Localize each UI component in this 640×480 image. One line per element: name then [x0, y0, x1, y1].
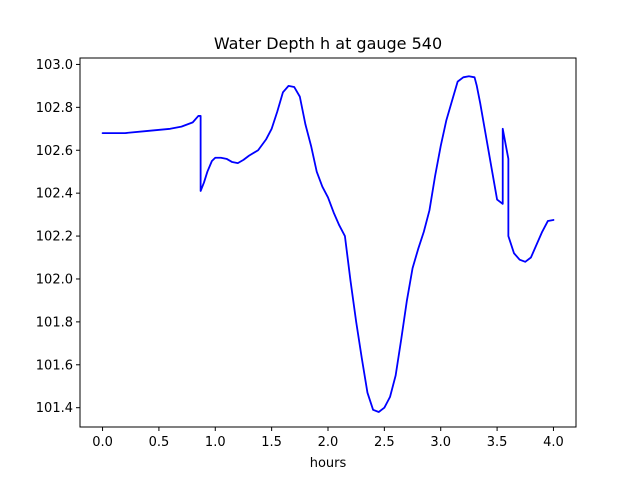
x-tick-label: 3.0	[430, 435, 451, 450]
y-tick-label: 103.0	[36, 58, 73, 73]
x-tick-label: 0.0	[92, 435, 113, 450]
y-tick-label: 101.6	[36, 358, 73, 373]
x-tick-label: 3.5	[487, 435, 508, 450]
x-tick-label: 1.5	[261, 435, 282, 450]
ticks-layer: 0.0 0.5 1.0 1.5 2.0 2.5 3.0 3.5 4.0 101.4 101.6 101…	[36, 58, 564, 450]
chart-title: Water Depth h at gauge 540	[214, 34, 442, 53]
x-axis-label: hours	[310, 456, 347, 471]
x-tick-label: 4.0	[543, 435, 564, 450]
series-line	[101, 75, 555, 413]
x-tick-label: 0.5	[149, 435, 170, 450]
series-layer	[101, 75, 555, 413]
y-tick-label: 102.8	[36, 101, 73, 116]
plot-frame	[79, 57, 577, 428]
x-tick-label: 2.0	[318, 435, 339, 450]
y-tick-label: 102.2	[36, 230, 73, 245]
y-tick-label: 102.6	[36, 144, 73, 159]
x-tick-label: 2.5	[374, 435, 395, 450]
y-tick-label: 102.4	[36, 187, 73, 202]
y-tick-label: 102.0	[36, 272, 73, 287]
x-tick-label: 1.0	[205, 435, 226, 450]
y-tick-label: 101.8	[36, 315, 73, 330]
y-tick-label: 101.4	[36, 401, 73, 416]
